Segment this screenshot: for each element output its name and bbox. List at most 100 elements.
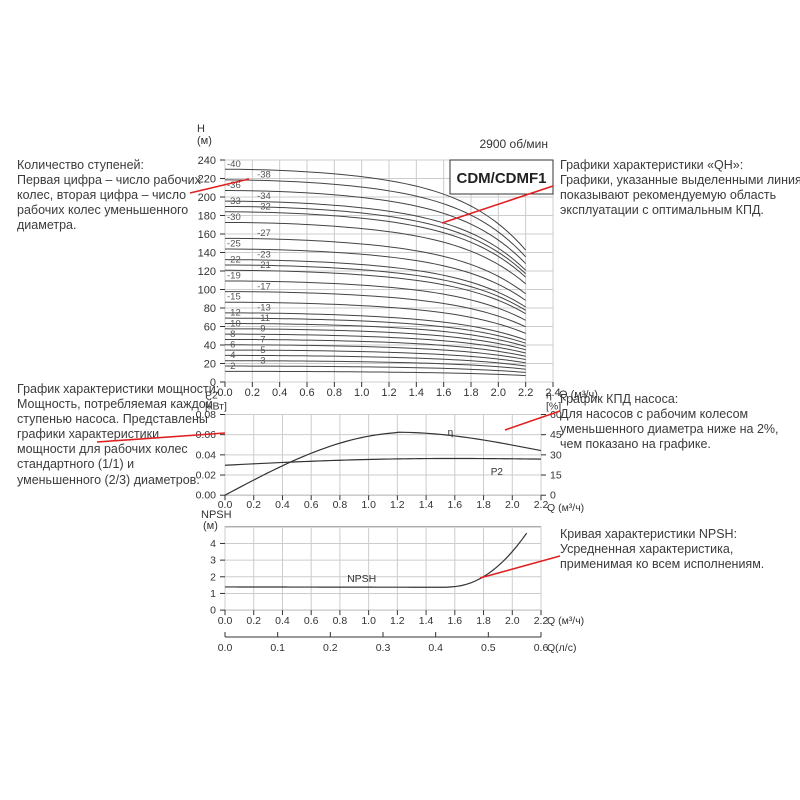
svg-text:0.6: 0.6 bbox=[299, 387, 314, 399]
svg-text:-13: -13 bbox=[257, 302, 271, 313]
svg-text:0.04: 0.04 bbox=[196, 449, 217, 461]
svg-text:2: 2 bbox=[210, 571, 216, 583]
svg-text:0.6: 0.6 bbox=[304, 499, 319, 511]
svg-text:0.4: 0.4 bbox=[428, 642, 443, 654]
svg-text:0: 0 bbox=[550, 490, 556, 502]
svg-text:180: 180 bbox=[198, 211, 216, 223]
svg-text:-15: -15 bbox=[227, 292, 241, 303]
svg-text:-33: -33 bbox=[227, 196, 241, 207]
svg-text:0.2: 0.2 bbox=[323, 642, 338, 654]
svg-text:-34: -34 bbox=[257, 191, 271, 202]
svg-text:-5: -5 bbox=[257, 345, 265, 356]
svg-text:NPSH: NPSH bbox=[347, 573, 376, 585]
svg-text:200: 200 bbox=[198, 192, 216, 204]
svg-text:-6: -6 bbox=[227, 340, 235, 351]
svg-text:1.6: 1.6 bbox=[448, 499, 463, 511]
svg-text:0.6: 0.6 bbox=[304, 615, 319, 627]
svg-text:CDM/CDMF1: CDM/CDMF1 bbox=[457, 170, 547, 187]
svg-text:0.0: 0.0 bbox=[218, 615, 233, 627]
svg-text:Q (м³/ч): Q (м³/ч) bbox=[559, 389, 598, 401]
svg-text:30: 30 bbox=[550, 449, 562, 461]
svg-text:[кВт]: [кВт] bbox=[205, 401, 227, 413]
svg-text:(м): (м) bbox=[203, 520, 218, 532]
svg-text:40: 40 bbox=[204, 340, 216, 352]
svg-text:3: 3 bbox=[210, 555, 216, 567]
svg-text:-32: -32 bbox=[257, 202, 271, 213]
svg-text:-9: -9 bbox=[257, 324, 265, 335]
svg-text:Q (м³/ч): Q (м³/ч) bbox=[547, 615, 584, 627]
svg-text:0.2: 0.2 bbox=[246, 615, 261, 627]
svg-text:-4: -4 bbox=[227, 350, 235, 361]
svg-text:-38: -38 bbox=[257, 170, 271, 181]
svg-text:120: 120 bbox=[198, 266, 216, 278]
svg-text:0.4: 0.4 bbox=[275, 615, 290, 627]
svg-text:-10: -10 bbox=[227, 318, 241, 329]
svg-text:0: 0 bbox=[210, 605, 216, 617]
svg-text:0.4: 0.4 bbox=[272, 387, 287, 399]
svg-text:Q (м³/ч): Q (м³/ч) bbox=[547, 502, 584, 514]
svg-text:1.4: 1.4 bbox=[409, 387, 424, 399]
svg-text:H: H bbox=[197, 123, 205, 135]
svg-text:1.6: 1.6 bbox=[448, 615, 463, 627]
svg-text:0.8: 0.8 bbox=[327, 387, 342, 399]
svg-text:2.0: 2.0 bbox=[505, 615, 520, 627]
svg-text:η: η bbox=[448, 428, 454, 439]
svg-text:100: 100 bbox=[198, 285, 216, 297]
svg-text:20: 20 bbox=[204, 359, 216, 371]
svg-text:-19: -19 bbox=[227, 270, 241, 281]
svg-text:-8: -8 bbox=[227, 329, 235, 340]
svg-text:-7: -7 bbox=[257, 334, 265, 345]
svg-text:0.0: 0.0 bbox=[217, 387, 232, 399]
svg-text:1.4: 1.4 bbox=[419, 615, 434, 627]
svg-text:0.02: 0.02 bbox=[196, 470, 217, 482]
svg-text:45: 45 bbox=[550, 429, 562, 441]
svg-text:2.0: 2.0 bbox=[505, 499, 520, 511]
svg-text:-23: -23 bbox=[257, 249, 271, 260]
svg-text:0.2: 0.2 bbox=[246, 499, 261, 511]
svg-text:(м): (м) bbox=[197, 135, 212, 147]
svg-text:1.0: 1.0 bbox=[361, 499, 376, 511]
svg-text:15: 15 bbox=[550, 470, 562, 482]
svg-text:1: 1 bbox=[210, 588, 216, 600]
svg-text:-2: -2 bbox=[227, 361, 235, 372]
svg-text:P2: P2 bbox=[491, 467, 504, 478]
svg-text:-12: -12 bbox=[227, 308, 241, 319]
svg-text:2900 об/мин: 2900 об/мин bbox=[480, 137, 549, 151]
svg-text:1.2: 1.2 bbox=[381, 387, 396, 399]
svg-text:0.3: 0.3 bbox=[376, 642, 391, 654]
svg-text:1.8: 1.8 bbox=[463, 387, 478, 399]
svg-text:-40: -40 bbox=[227, 159, 241, 170]
svg-text:4: 4 bbox=[210, 538, 216, 550]
svg-text:-17: -17 bbox=[257, 281, 271, 292]
svg-text:-30: -30 bbox=[227, 212, 241, 223]
svg-text:-27: -27 bbox=[257, 228, 271, 239]
svg-text:1.4: 1.4 bbox=[419, 499, 434, 511]
svg-text:-25: -25 bbox=[227, 239, 241, 250]
svg-text:60: 60 bbox=[204, 322, 216, 334]
svg-text:1.6: 1.6 bbox=[436, 387, 451, 399]
svg-text:1.2: 1.2 bbox=[390, 499, 405, 511]
svg-text:160: 160 bbox=[198, 229, 216, 241]
svg-text:1.8: 1.8 bbox=[476, 615, 491, 627]
svg-text:-3: -3 bbox=[257, 356, 265, 367]
svg-text:0.2: 0.2 bbox=[245, 387, 260, 399]
svg-text:80: 80 bbox=[204, 303, 216, 315]
svg-text:-11: -11 bbox=[257, 313, 270, 324]
svg-text:1.2: 1.2 bbox=[390, 615, 405, 627]
svg-text:0.1: 0.1 bbox=[270, 642, 285, 654]
svg-text:0.8: 0.8 bbox=[333, 615, 348, 627]
svg-text:0: 0 bbox=[210, 377, 216, 389]
svg-text:0.8: 0.8 bbox=[333, 499, 348, 511]
svg-text:1.0: 1.0 bbox=[361, 615, 376, 627]
svg-text:0.5: 0.5 bbox=[481, 642, 496, 654]
svg-text:140: 140 bbox=[198, 248, 216, 260]
svg-text:Q(л/с): Q(л/с) bbox=[547, 642, 576, 654]
svg-text:0.00: 0.00 bbox=[196, 490, 217, 502]
svg-text:240: 240 bbox=[198, 155, 216, 167]
svg-text:2.0: 2.0 bbox=[491, 387, 506, 399]
svg-text:0.0: 0.0 bbox=[218, 642, 233, 654]
svg-text:220: 220 bbox=[198, 174, 216, 186]
svg-text:0.4: 0.4 bbox=[275, 499, 290, 511]
svg-text:1.8: 1.8 bbox=[476, 499, 491, 511]
svg-text:-22: -22 bbox=[227, 254, 241, 265]
